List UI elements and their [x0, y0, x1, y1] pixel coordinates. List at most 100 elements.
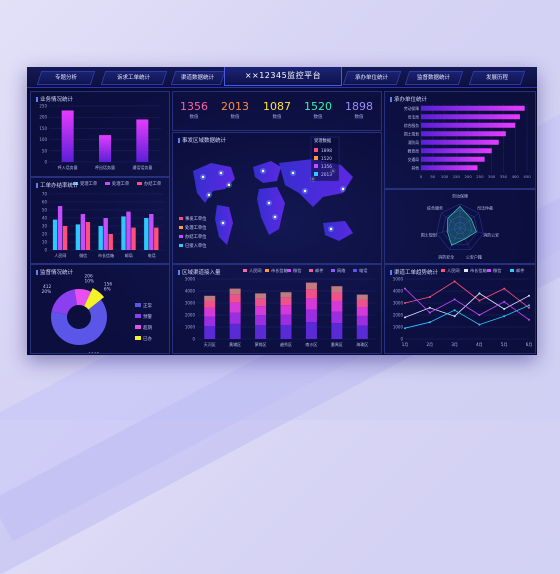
data-point — [478, 323, 481, 326]
pie-slice — [84, 288, 105, 310]
map-point — [341, 187, 345, 191]
bar — [52, 219, 58, 250]
legend-label: 市长信箱 — [470, 267, 487, 274]
ticket-status-chart: 受理工单 处理工单 办结工单 0 10 20 30 40 50 60 70 人民网 微信 市长信箱 邮局 电话 — [42, 180, 163, 258]
tick-label: 5000 — [393, 277, 404, 282]
tick-label: 南沙区 — [305, 341, 317, 347]
bar-segment — [280, 297, 292, 306]
panel-title: 业务情况统计 — [36, 95, 73, 103]
tick-label: 交通局 — [408, 157, 420, 162]
tab-topic-analysis[interactable]: 专题分析 — [36, 71, 96, 85]
data-point — [453, 309, 456, 312]
tick-label: 6月 — [526, 342, 533, 347]
data-point — [428, 296, 431, 298]
data-point — [503, 315, 506, 318]
bar — [421, 131, 506, 137]
legend-swatch — [135, 325, 141, 329]
tick-label: 200 — [39, 115, 47, 120]
bar-segment — [255, 315, 267, 326]
data-point — [478, 292, 481, 295]
legend-title: 受理数据 — [314, 137, 332, 144]
bar — [421, 122, 516, 128]
tick-label: 番禺区 — [331, 341, 343, 347]
panel-trend: 渠道工单趋势统计 人民网 市长信箱 微信 邮件 0 1000 2000 3000 4000 500… — [384, 264, 536, 354]
data-point — [528, 306, 530, 309]
data-point — [428, 321, 431, 324]
tick-label: 50 — [42, 148, 48, 153]
kpi-2: 2013 数值 — [217, 100, 253, 120]
bar — [421, 105, 525, 111]
panel-business: 业务情况统计 0 50 100 150 200 250 呼入话务量 呼出话务量 通话话务量 — [30, 91, 170, 177]
radar-ring — [453, 221, 467, 234]
bar — [121, 216, 126, 250]
legend-label: 1898 — [321, 148, 332, 154]
tab-history[interactable]: 发展历程 — [468, 71, 526, 85]
data-label: 10% — [85, 278, 95, 284]
bar-segment — [356, 325, 368, 339]
data-point — [404, 287, 406, 290]
tick-label: 黄埔区 — [229, 341, 241, 347]
continent — [253, 161, 281, 183]
bar-segment — [305, 309, 317, 323]
tick-label: 海珠区 — [356, 341, 368, 347]
legend-swatch — [314, 172, 318, 176]
bar — [421, 165, 478, 171]
legend-swatch — [137, 182, 142, 185]
kpi-5: 1898 数值 — [341, 100, 377, 120]
tick-label: 200 — [464, 174, 472, 179]
legend-swatch — [179, 235, 183, 238]
tick-label: 4月 — [476, 342, 483, 347]
bar — [144, 218, 149, 250]
panel-ticket-status: 工单办结率统计 受理工单 处理工单 办结工单 0 10 20 30 40 50 60 70 人民网 微信… — [30, 177, 170, 264]
tab-channel-stats[interactable]: 渠道数据统计 — [170, 71, 226, 85]
legend-swatch — [105, 182, 110, 185]
panel-radar: 劳动保障 司法仲裁 消防公安 公安户籍 消防安全 国土规划 综合服务 — [384, 189, 536, 264]
legend-swatch — [441, 269, 445, 272]
map-point — [201, 175, 205, 179]
kpi-value: 1520 — [304, 100, 332, 113]
map-point — [261, 169, 265, 173]
legend-label: 2013 — [321, 172, 332, 178]
tick-label: 0 — [400, 337, 403, 342]
data-point — [478, 299, 481, 302]
tab-ticket-stats[interactable]: 诉求工单统计 — [100, 71, 168, 85]
map-point — [329, 227, 333, 231]
bar-segment — [204, 300, 216, 308]
tab-unit-stats[interactable]: 承办单位统计 — [342, 71, 402, 85]
bar — [62, 226, 68, 250]
pie-slice — [51, 299, 107, 345]
bar-segment — [229, 294, 241, 303]
legend-label: 处理工单位 — [185, 224, 207, 231]
radar-axis — [449, 227, 461, 250]
legend-swatch — [487, 269, 491, 272]
map-point — [267, 201, 271, 205]
trend-line-chart: 人民网 市长信箱 微信 邮件 0 1000 2000 3000 4000 5000 1月 2月 3月 4月… — [393, 267, 533, 347]
dashboard-screen: 专题分析 诉求工单统计 渠道数据统计 ××12345监控平台 承办单位统计 监督… — [27, 67, 537, 355]
business-bar-chart: 0 50 100 150 200 250 呼入话务量 呼出话务量 通话话务量 — [39, 104, 161, 170]
tick-label: 天河区 — [204, 341, 216, 347]
tick-label: 电话 — [148, 252, 156, 258]
tab-supervision-stats[interactable]: 监督数据统计 — [404, 71, 464, 85]
tick-label: 50 — [42, 208, 48, 213]
tick-label: 3000 — [185, 301, 196, 306]
page-title: ××12345监控平台 — [224, 67, 342, 86]
top-nav-bar: 专题分析 诉求工单统计 渠道数据统计 ××12345监控平台 承办单位统计 监督… — [27, 67, 537, 88]
legend-swatch — [314, 148, 318, 152]
kpi-label: 数值 — [354, 115, 364, 120]
bar-segment — [255, 306, 267, 316]
data-point — [503, 308, 506, 310]
bar — [421, 156, 485, 162]
tick-label: 0 — [420, 174, 423, 179]
data-point — [453, 298, 456, 301]
channel-bar-chart: 人民网 市长信箱 微信 邮件 网络 电话 0 1000 2000 3000 4000 5000 天河区 黄… — [185, 267, 375, 347]
legend-swatch — [314, 164, 318, 168]
legend-label: 处理工单 — [112, 180, 130, 187]
kpi-value: 1087 — [263, 100, 291, 113]
legend-swatch — [179, 244, 183, 247]
bar-segment — [255, 325, 267, 339]
bar-segment — [356, 299, 368, 308]
radar-ring — [436, 203, 484, 250]
tick-label: 劳动保障 — [404, 106, 419, 111]
tick-label: 10 — [42, 240, 48, 245]
map-point — [227, 183, 231, 187]
